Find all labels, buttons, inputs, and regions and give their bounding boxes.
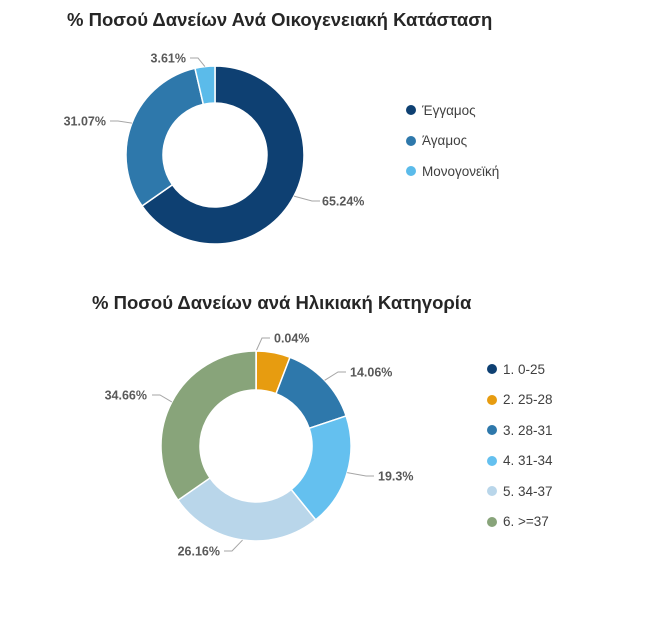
legend-label: 4. 31-34 <box>503 453 553 469</box>
leader-line <box>152 394 173 403</box>
donut-segment <box>141 65 305 245</box>
legend-label: 5. 34-37 <box>503 483 553 499</box>
donut-segment <box>176 476 317 542</box>
legend-item: Μονογονεϊκή <box>406 156 499 187</box>
data-label: 0.04% <box>274 332 309 346</box>
legend-item: 1. 0-25 <box>487 354 553 385</box>
donut-segment <box>125 67 205 208</box>
legend-item: 5. 34-37 <box>487 476 553 507</box>
legend-item: 3. 28-31 <box>487 415 553 446</box>
leader-line <box>190 57 206 67</box>
legend-marker <box>406 135 416 146</box>
leader-line <box>255 337 270 352</box>
legend-marker <box>487 486 497 497</box>
data-label: 14.06% <box>350 366 392 380</box>
legend-label: Έγγαμος <box>422 102 476 118</box>
data-label: 65.24% <box>322 195 364 209</box>
data-label: 3.61% <box>151 52 186 66</box>
legend-marker <box>406 105 416 116</box>
leader-line <box>110 120 132 124</box>
legend-label: Άγαμος <box>422 133 468 149</box>
legend-label: 3. 28-31 <box>503 422 553 438</box>
legend-marker <box>487 516 497 527</box>
data-label: 19.3% <box>378 470 413 484</box>
legend-label: 1. 0-25 <box>503 361 546 377</box>
donut-segment <box>275 356 348 430</box>
legend-marker <box>487 455 497 466</box>
chart-title: % Ποσού Δανείων ανά Ηλικιακή Κατηγορία <box>92 292 472 313</box>
legend-label: 2. 25-28 <box>503 392 553 408</box>
legend-item: 2. 25-28 <box>487 385 553 416</box>
legend-label: Μονογονεϊκή <box>422 163 500 179</box>
legend-marker <box>487 394 497 405</box>
donut-segment <box>160 350 257 502</box>
legend-item: Έγγαμος <box>406 95 499 126</box>
chart-title: % Ποσού Δανείων Ανά Οικογενειακή Κατάστα… <box>67 9 493 30</box>
legend-marker <box>406 166 416 177</box>
leader-line <box>293 195 320 202</box>
data-label: 31.07% <box>64 115 106 129</box>
chart-legend: 1. 0-25 2. 25-28 3. 28-31 4. 31-34 5. 34-37 6… <box>487 354 553 537</box>
legend-item: Άγαμος <box>406 126 499 157</box>
data-label: 26.16% <box>178 545 220 559</box>
leader-line <box>347 472 374 477</box>
chart-legend: Έγγαμος Άγαμος Μονογονεϊκή <box>406 95 499 187</box>
legend-item: 4. 31-34 <box>487 446 553 477</box>
data-label: 34.66% <box>105 389 147 403</box>
legend-item: 6. >=37 <box>487 507 553 538</box>
leader-line <box>324 371 346 381</box>
donut-segment <box>194 65 216 106</box>
legend-marker <box>487 425 497 436</box>
legend-label: 6. >=37 <box>503 514 549 530</box>
leader-line <box>224 539 243 552</box>
legend-marker <box>487 364 497 375</box>
